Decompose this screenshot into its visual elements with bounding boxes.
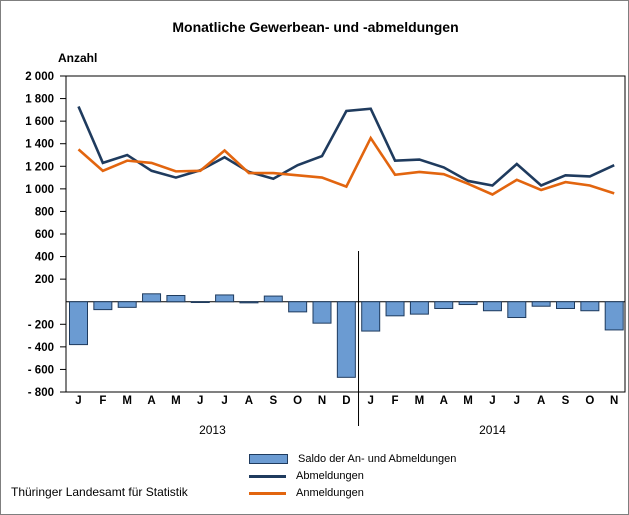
month-tick-label: S — [269, 395, 277, 407]
year-label: 2014 — [479, 423, 506, 437]
saldo-bar — [507, 301, 527, 319]
month-tick-label: M — [463, 395, 473, 407]
legend-item-abmeldungen: Abmeldungen — [249, 469, 456, 483]
y-axis-tick-label: 2 000 — [25, 71, 54, 83]
chart-title: Monatliche Gewerbean- und -abmeldungen — [172, 19, 459, 35]
month-tick-label: O — [293, 395, 302, 407]
saldo-bar — [312, 301, 332, 324]
y-axis-tick-label: - 800 — [28, 387, 54, 399]
month-tick-label: M — [171, 395, 181, 407]
saldo-bar-swatch-icon — [249, 454, 288, 464]
saldo-bar — [361, 301, 381, 332]
anmeldungen-line — [77, 135, 615, 196]
saldo-bar — [458, 301, 478, 306]
month-tick-label: A — [537, 395, 545, 407]
legend-item-anmeldungen: Anmeldungen — [249, 486, 456, 500]
month-tick-label: A — [440, 395, 448, 407]
month-tick-label: J — [221, 395, 227, 407]
saldo-bar — [263, 295, 283, 303]
month-tick-label: N — [318, 395, 326, 407]
month-tick-label: J — [514, 395, 520, 407]
saldo-bar — [409, 301, 429, 315]
saldo-bar — [336, 301, 356, 378]
saldo-bar — [531, 301, 551, 307]
month-tick-label: F — [99, 395, 106, 407]
source-attribution: Thüringer Landesamt für Statistik — [11, 485, 188, 499]
saldo-bar — [142, 293, 162, 303]
month-tick-label: M — [415, 395, 425, 407]
y-axis-tick-label: 1 000 — [25, 184, 54, 196]
year-label: 2013 — [199, 423, 226, 437]
y-axis-tick-label: 600 — [35, 229, 54, 241]
month-tick-label: O — [585, 395, 594, 407]
month-tick-label: M — [122, 395, 132, 407]
month-tick-label: N — [610, 395, 618, 407]
month-tick-label: J — [489, 395, 495, 407]
y-axis-tick-label: 1 600 — [25, 116, 54, 128]
month-tick-label: J — [75, 395, 81, 407]
anmeldungen-line-swatch-icon — [249, 491, 286, 495]
saldo-bar — [239, 301, 259, 304]
abmeldungen-line — [77, 105, 615, 187]
chart-legend: Saldo der An- und Abmeldungen Abmeldunge… — [249, 452, 456, 500]
month-tick-label: A — [147, 395, 155, 407]
saldo-bar — [580, 301, 600, 312]
month-tick-label: S — [562, 395, 570, 407]
legend-label: Abmeldungen — [296, 470, 364, 482]
y-axis-tick-label: 200 — [35, 274, 54, 286]
saldo-bar — [166, 295, 186, 303]
y-axis-tick-label: - 400 — [28, 342, 54, 354]
y-axis-tick-label: - 200 — [28, 319, 54, 331]
saldo-bar — [69, 301, 88, 346]
month-tick-label: F — [392, 395, 399, 407]
y-axis-tick-label: 1 400 — [25, 139, 54, 151]
saldo-bar — [556, 301, 575, 309]
y-axis-tick-label: 800 — [35, 206, 54, 218]
y-axis-tick-label: 1 200 — [25, 161, 54, 173]
saldo-bar — [117, 301, 137, 308]
y-axis-tick-label: - 600 — [28, 364, 54, 376]
y-axis-tick-label: 1 800 — [25, 94, 54, 106]
saldo-bar — [604, 301, 624, 331]
saldo-bar — [482, 301, 502, 312]
legend-label: Saldo der An- und Abmeldungen — [298, 453, 457, 465]
month-tick-label: D — [342, 395, 350, 407]
saldo-bar — [93, 301, 113, 311]
legend-label: Anmeldungen — [296, 487, 364, 499]
saldo-bar — [434, 301, 454, 309]
y-axis-tick-label: 400 — [35, 252, 54, 264]
month-tick-label: J — [367, 395, 373, 407]
abmeldungen-line-swatch-icon — [249, 474, 286, 478]
legend-item-saldo: Saldo der An- und Abmeldungen — [249, 452, 456, 466]
month-tick-label: A — [245, 395, 253, 407]
saldo-bar — [215, 294, 235, 303]
saldo-bar — [385, 301, 405, 317]
y-axis-unit-label: Anzahl — [58, 51, 98, 65]
month-tick-label: J — [197, 395, 203, 407]
saldo-bar — [190, 301, 210, 304]
saldo-bar — [288, 301, 308, 313]
